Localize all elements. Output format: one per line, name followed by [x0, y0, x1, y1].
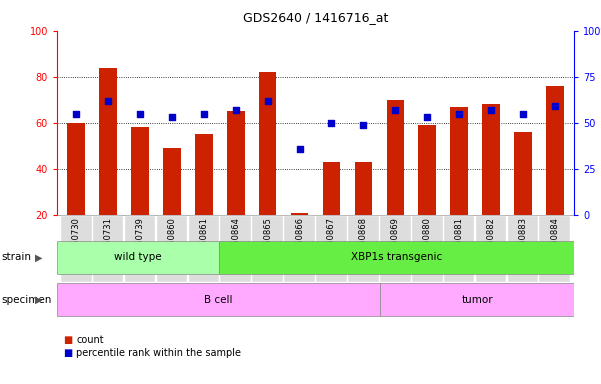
Bar [125, 216, 156, 281]
Text: GSM160869: GSM160869 [391, 217, 400, 268]
Text: GSM160867: GSM160867 [327, 217, 336, 268]
Point [423, 114, 432, 121]
Text: GSM160866: GSM160866 [295, 217, 304, 268]
Bar [450, 107, 468, 215]
Bar [508, 216, 538, 281]
Bar [61, 216, 91, 281]
Text: GSM160882: GSM160882 [486, 217, 495, 268]
Bar [418, 125, 436, 215]
Bar [57, 241, 219, 274]
Point [391, 107, 400, 113]
Bar [157, 216, 188, 281]
Bar [67, 123, 85, 215]
Bar [291, 213, 308, 215]
Point [135, 111, 145, 117]
Text: ▶: ▶ [35, 252, 42, 262]
Bar [316, 216, 347, 281]
Bar [227, 111, 245, 215]
Text: GSM160865: GSM160865 [263, 217, 272, 268]
Point [263, 98, 272, 104]
Bar [131, 127, 149, 215]
Text: ■: ■ [63, 348, 72, 358]
Text: GSM160864: GSM160864 [231, 217, 240, 268]
Text: GDS2640 / 1416716_at: GDS2640 / 1416716_at [243, 12, 388, 25]
Point [231, 107, 240, 113]
Text: GSM160730: GSM160730 [72, 217, 81, 268]
Bar [57, 283, 380, 316]
Point [486, 107, 496, 113]
Point [518, 111, 528, 117]
Bar [386, 100, 404, 215]
Text: wild type: wild type [114, 252, 162, 262]
Text: GSM160868: GSM160868 [359, 217, 368, 268]
Text: GSM160883: GSM160883 [519, 217, 528, 268]
Bar [252, 216, 283, 281]
Bar [348, 216, 379, 281]
Text: strain: strain [1, 252, 31, 262]
Text: count: count [76, 335, 104, 345]
Text: GSM160860: GSM160860 [168, 217, 177, 268]
Point [454, 111, 464, 117]
Bar [189, 216, 219, 281]
Text: GSM160880: GSM160880 [423, 217, 432, 268]
Text: GSM160739: GSM160739 [136, 217, 145, 268]
Text: GSM160731: GSM160731 [103, 217, 112, 268]
Point [550, 103, 560, 109]
Point [103, 98, 113, 104]
Text: B cell: B cell [204, 295, 233, 305]
Bar [475, 216, 506, 281]
Bar [380, 216, 410, 281]
Text: XBP1s transgenic: XBP1s transgenic [350, 252, 442, 262]
Text: tumor: tumor [461, 295, 493, 305]
Bar [482, 104, 500, 215]
Bar [323, 162, 340, 215]
Text: ■: ■ [63, 335, 72, 345]
Text: GSM160881: GSM160881 [454, 217, 463, 268]
Bar [221, 216, 251, 281]
Text: percentile rank within the sample: percentile rank within the sample [76, 348, 242, 358]
Bar [195, 134, 213, 215]
Text: GSM160884: GSM160884 [551, 217, 560, 268]
Bar [412, 216, 442, 281]
Point [199, 111, 209, 117]
Bar [163, 148, 181, 215]
Bar [284, 216, 315, 281]
Bar [355, 162, 372, 215]
Bar [546, 86, 564, 215]
Bar [259, 72, 276, 215]
Bar [219, 241, 574, 274]
Text: ▶: ▶ [35, 295, 42, 305]
Text: GSM160861: GSM160861 [200, 217, 209, 268]
Point [294, 146, 304, 152]
Point [167, 114, 177, 121]
Point [327, 120, 337, 126]
Bar [514, 132, 532, 215]
Bar [444, 216, 474, 281]
Bar [93, 216, 123, 281]
Point [72, 111, 81, 117]
Bar [99, 68, 117, 215]
Point [359, 122, 368, 128]
Bar [540, 216, 570, 281]
Text: specimen: specimen [1, 295, 52, 305]
Bar [380, 283, 574, 316]
